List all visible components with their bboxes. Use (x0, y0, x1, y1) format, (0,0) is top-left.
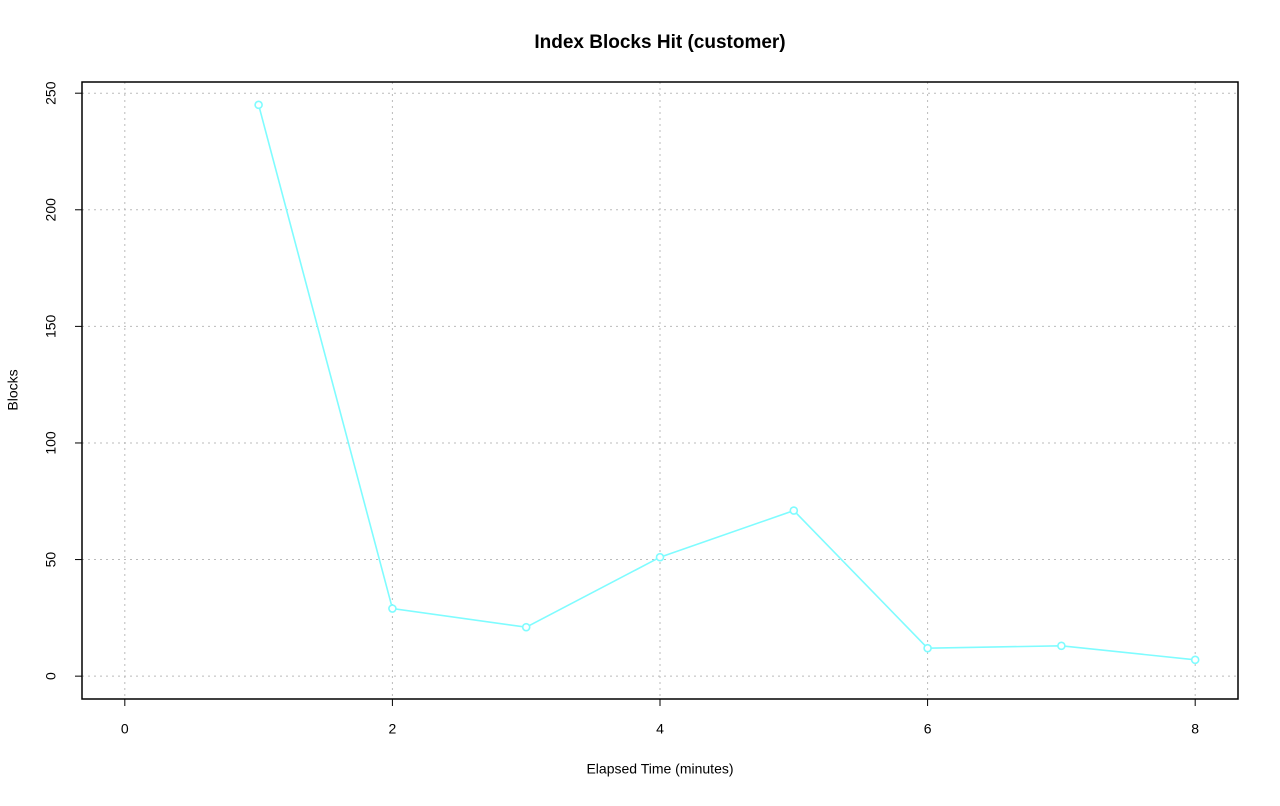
line (257, 104, 1196, 661)
point (254, 100, 263, 110)
chart-title: Index Blocks Hit (customer) (534, 32, 785, 53)
point (655, 552, 665, 562)
y-tick-label: 0 (43, 672, 59, 680)
plot-frame (81, 81, 1239, 700)
x-tick-label: 6 (924, 721, 932, 737)
y-tick-label: 100 (43, 431, 59, 455)
y-tick-label: 150 (43, 314, 59, 338)
point (1190, 655, 1200, 665)
y-axis-label: Blocks (5, 369, 21, 410)
point (1057, 641, 1066, 651)
x-tick-label: 8 (1191, 721, 1199, 737)
point (789, 506, 799, 515)
x-tick-label: 0 (121, 721, 129, 737)
y-tick-label: 250 (43, 81, 59, 105)
x-axis-label: Elapsed Time (minutes) (586, 761, 733, 777)
x-tick-label: 2 (389, 721, 397, 737)
point (923, 643, 932, 653)
y-tick-label: 50 (43, 552, 59, 568)
y-tick-label: 200 (43, 198, 59, 222)
x-tick-label: 4 (656, 721, 664, 737)
point (521, 622, 531, 632)
point (388, 604, 397, 613)
